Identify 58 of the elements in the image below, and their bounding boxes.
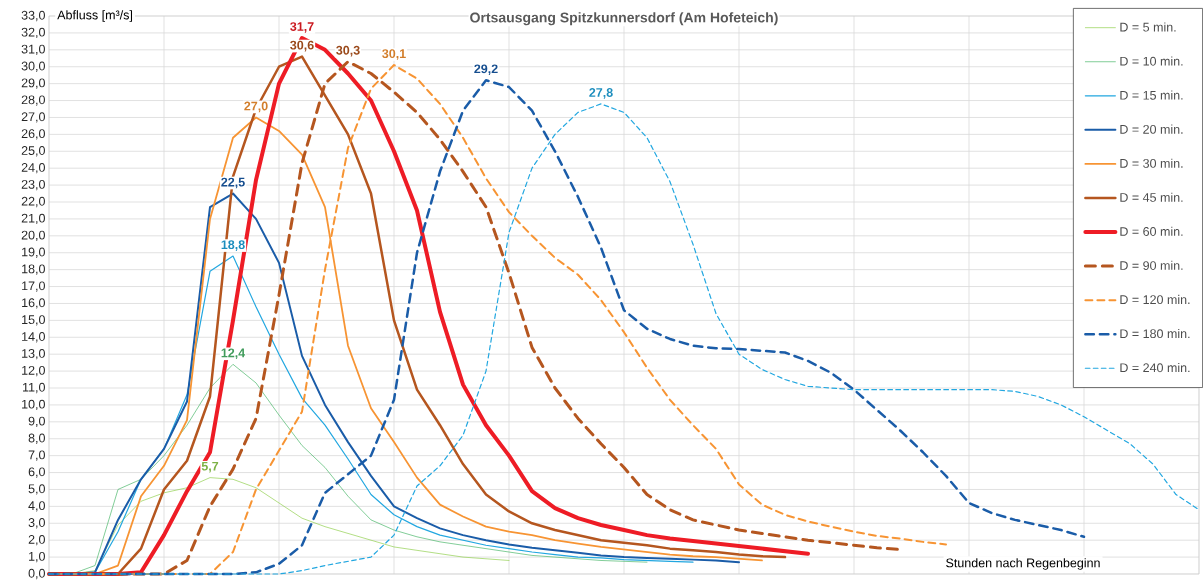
x-axis-title: Stunden nach Regenbeginn (946, 558, 1100, 570)
data-label: 22,5 (221, 177, 245, 189)
y-tick-label: 23,0 (21, 179, 45, 191)
y-tick-label: 11,0 (23, 382, 45, 394)
y-tick-label: 25,0 (21, 146, 45, 157)
y-tick-label: 16,0 (22, 298, 45, 309)
legend-label: D = 45 min. (1120, 192, 1183, 202)
y-tick-label: 18,0 (22, 264, 45, 275)
y-tick-label: 21,0 (21, 213, 45, 225)
legend-label: D = 120 min. (1120, 294, 1190, 305)
y-tick-label: 28,0 (21, 95, 45, 106)
y-tick-label: 15,0 (22, 315, 45, 326)
y-tick-label: 10,0 (22, 399, 45, 411)
y-tick-label: 0,0 (28, 568, 45, 580)
y-tick-label: 6,0 (28, 467, 45, 478)
y-tick-label: 22,0 (21, 196, 45, 208)
y-tick-label: 19,0 (22, 247, 45, 258)
chart-title: Ortsausgang Spitzkunnersdorf (Am Hofeteich) (470, 12, 778, 26)
y-tick-label: 3,0 (28, 518, 45, 529)
legend-label: D = 5 min. (1120, 22, 1176, 32)
y-tick-label: 2,0 (28, 535, 45, 546)
y-tick-label: 27,0 (21, 112, 45, 123)
y-tick-label: 8,0 (28, 433, 45, 444)
y-tick-label: 33,0 (21, 10, 45, 22)
y-tick-label: 4,0 (28, 501, 45, 512)
y-tick-label: 9,0 (28, 416, 45, 427)
data-label: 18,8 (221, 240, 245, 251)
data-label: 12,4 (221, 348, 246, 360)
y-tick-label: 31,0 (21, 44, 45, 55)
y-tick-label: 17,0 (22, 281, 45, 292)
data-label: 5,7 (201, 461, 219, 473)
y-tick-label: 20,0 (21, 230, 45, 241)
data-label: 30,3 (336, 45, 360, 57)
y-tick-label: 26,0 (21, 129, 45, 140)
y-tick-label: 5,0 (28, 484, 45, 495)
y-tick-label: 7,0 (28, 450, 45, 461)
legend-label: D = 240 min. (1120, 362, 1190, 373)
y-tick-label: 24,0 (21, 163, 45, 174)
y-tick-label: 29,0 (21, 78, 45, 89)
legend-label: D = 15 min. (1120, 90, 1183, 100)
y-tick-label: 14,0 (22, 332, 45, 343)
legend-label: D = 10 min. (1120, 56, 1183, 66)
y-tick-label: 12,0 (22, 365, 45, 377)
y-tick-label: 1,0 (29, 551, 45, 563)
data-label: 31,7 (290, 22, 314, 33)
data-label: 29,2 (474, 64, 498, 76)
legend-label: D = 20 min. (1120, 124, 1183, 134)
y-tick-label: 32,0 (21, 27, 45, 39)
data-label: 30,1 (382, 49, 406, 60)
y-tick-label: 13,0 (22, 349, 45, 360)
data-label: 27,8 (589, 88, 613, 99)
legend-label: D = 180 min. (1120, 328, 1190, 339)
legend-label: D = 90 min. (1120, 260, 1183, 270)
data-label: 30,6 (290, 40, 314, 52)
y-axis-title: Abfluss [m³/s] (57, 10, 133, 22)
legend-label: D = 30 min. (1120, 158, 1183, 168)
legend-label: D = 60 min. (1120, 226, 1183, 236)
y-tick-label: 30,0 (21, 61, 45, 72)
